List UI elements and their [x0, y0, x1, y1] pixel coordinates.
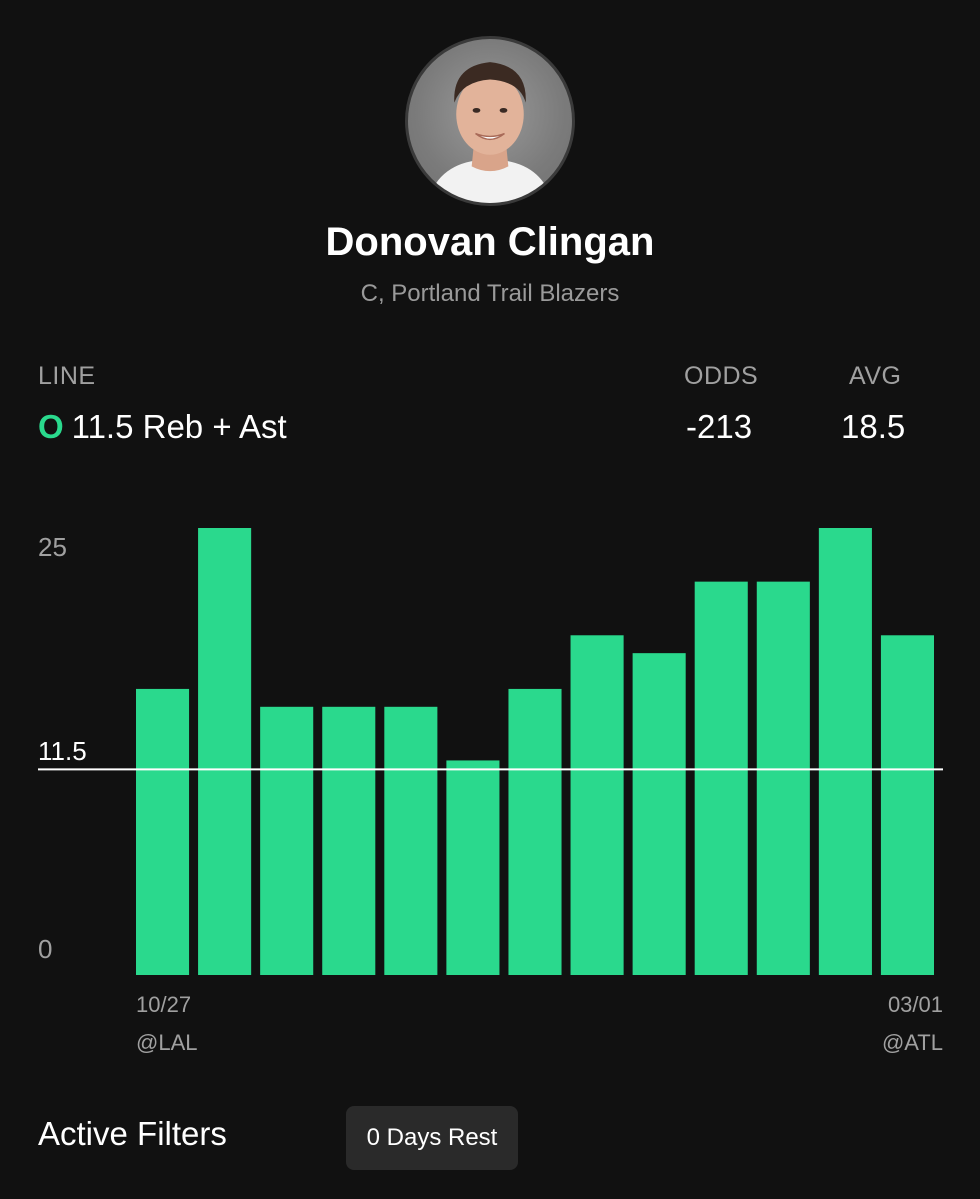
x-label-last-date: 03/01: [888, 992, 943, 1017]
chart-bar[interactable]: [632, 653, 686, 975]
game-log-bar-chart: 25 11.5 0 10/27 @LAL 03/01 @ATL: [38, 528, 943, 1055]
y-tick-zero: 0: [38, 934, 52, 964]
chart-bar[interactable]: [136, 688, 190, 975]
x-label-last-opponent: @ATL: [882, 1030, 943, 1055]
player-avatar: [405, 36, 575, 206]
line-value: O 11.5 Reb + Ast: [38, 408, 287, 446]
active-filters-title: Active Filters: [38, 1115, 227, 1152]
avg-header: AVG: [849, 362, 902, 390]
player-position-team: C, Portland Trail Blazers: [360, 280, 620, 307]
chart-bar[interactable]: [446, 760, 500, 975]
over-indicator: O: [38, 408, 64, 445]
chart-bar[interactable]: [756, 581, 810, 975]
chart-bar[interactable]: [818, 528, 872, 975]
chart-bar[interactable]: [694, 581, 748, 975]
chart-bar[interactable]: [198, 528, 252, 975]
player-name: Donovan Clingan: [325, 220, 655, 264]
chart-bar[interactable]: [260, 706, 314, 975]
chart-bar[interactable]: [322, 706, 376, 975]
filter-chip-days-rest[interactable]: 0 Days Rest: [346, 1106, 518, 1170]
odds-header: ODDS: [684, 362, 759, 390]
line-text: 11.5 Reb + Ast: [71, 408, 287, 445]
x-label-first-date: 10/27: [136, 992, 191, 1017]
player-headshot-image: [427, 62, 553, 203]
line-header: LINE: [38, 362, 96, 390]
chart-bar[interactable]: [508, 688, 562, 975]
chart-bar[interactable]: [880, 635, 934, 975]
chart-bar[interactable]: [570, 635, 624, 975]
x-label-first-opponent: @LAL: [136, 1030, 197, 1055]
chart-bar[interactable]: [384, 706, 438, 975]
y-tick-max: 25: [38, 532, 67, 562]
avg-value: 18.5: [841, 408, 906, 445]
odds-value: -213: [686, 408, 753, 445]
y-tick-line: 11.5: [38, 736, 87, 766]
